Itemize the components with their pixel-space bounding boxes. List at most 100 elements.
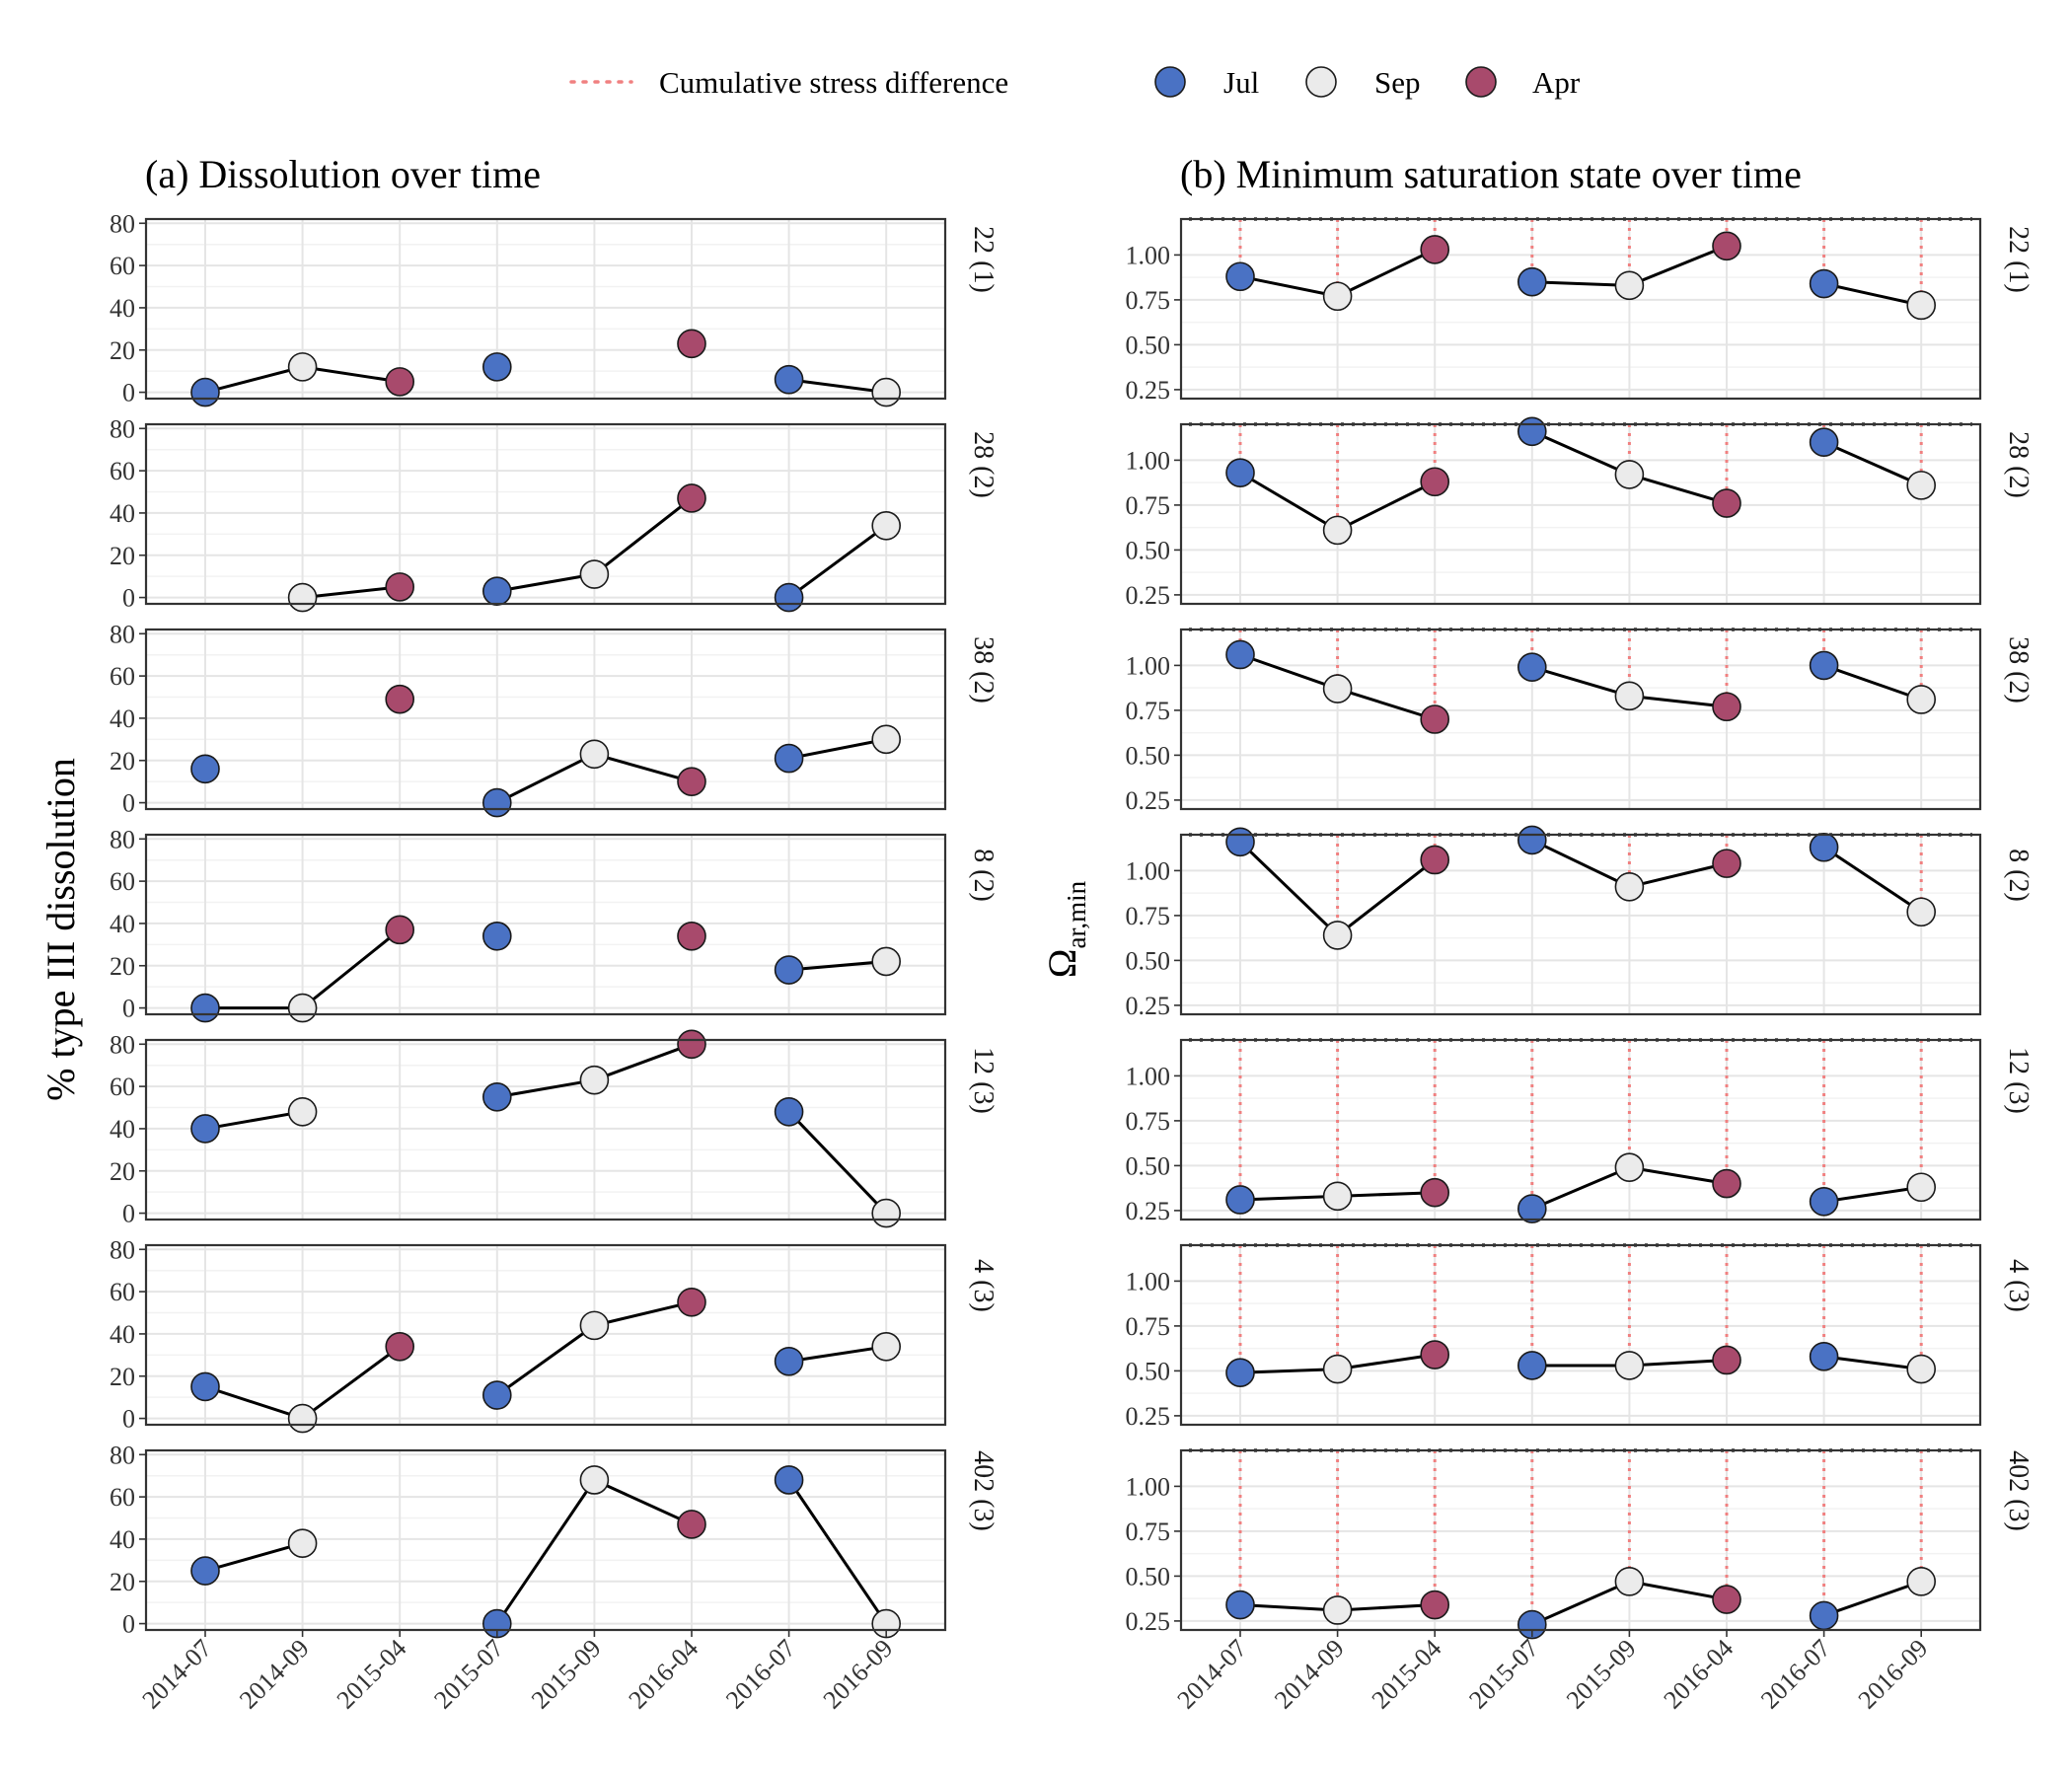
x-tick-label: 2014-09 — [234, 1634, 315, 1715]
data-point-jul — [774, 1465, 804, 1495]
panel-background — [1181, 219, 1980, 399]
series-line — [1822, 846, 1923, 914]
y-tick-label: 0 — [122, 584, 135, 613]
data-point-jul — [1809, 1187, 1839, 1217]
series-line — [496, 752, 596, 804]
y-tick-label: 0.75 — [1126, 286, 1171, 315]
data-point-jul — [190, 377, 220, 407]
y-tick-label: 0.25 — [1126, 1197, 1171, 1225]
facet-panel: 0 20 40 60 80 4 (3) — [110, 1235, 999, 1433]
facet-panel: 0.25 0.50 0.75 1.00 8 (2) — [1126, 825, 2034, 1020]
y-tick-label: 0.75 — [1126, 491, 1171, 520]
facet-strip-label: 4 (3) — [2003, 1259, 2034, 1312]
y-tick-label: 1.00 — [1126, 1267, 1171, 1295]
y-tick-label: 0.25 — [1126, 786, 1171, 815]
y-tick-label: 0 — [122, 1200, 135, 1228]
panel-background — [146, 1040, 945, 1220]
x-tick-label: 2016-04 — [623, 1634, 703, 1715]
data-point-jul — [774, 364, 804, 395]
data-point-apr — [385, 684, 415, 714]
y-tick-label: 40 — [110, 704, 135, 733]
data-point-sep — [1322, 1354, 1353, 1384]
facet-panel: 0 20 40 60 80 12 (3) — [110, 1029, 999, 1228]
data-point-jul — [1809, 1600, 1839, 1631]
data-point-sep — [871, 1331, 902, 1362]
series-line — [593, 1478, 693, 1526]
panel-border — [1179, 1448, 1982, 1632]
data-point-jul — [1517, 416, 1547, 447]
panel-background — [146, 1245, 945, 1425]
data-point-jul — [774, 955, 804, 985]
y-tick-label: 60 — [110, 1073, 135, 1101]
panel-border — [144, 628, 947, 811]
y-tick-label: 40 — [110, 1320, 135, 1349]
y-tick-label: 0.50 — [1126, 946, 1171, 975]
y-tick-label: 0 — [122, 1610, 135, 1639]
panel-background — [1181, 629, 1980, 809]
y-tick-label: 0.75 — [1126, 1312, 1171, 1341]
facet-panel: 0.25 0.50 0.75 1.00 22 (1) — [1126, 217, 2034, 405]
data-point-jul — [1225, 827, 1255, 857]
y-tick-label: 0.75 — [1126, 902, 1171, 930]
series-line — [204, 1541, 304, 1573]
data-point-jul — [1517, 652, 1547, 683]
y-tick-label: 0.50 — [1126, 1357, 1171, 1385]
series-line — [1628, 473, 1728, 505]
data-point-sep — [871, 377, 902, 407]
series-line — [788, 959, 887, 972]
panel-border — [144, 833, 947, 1016]
data-point-sep — [871, 510, 902, 541]
series-line — [788, 737, 887, 761]
facet-panel: 0.25 0.50 0.75 1.00 402 (3) — [1126, 1448, 2034, 1640]
y-tick-label: 80 — [110, 1030, 135, 1059]
series-line — [1239, 1603, 1338, 1612]
y-tick-label: 80 — [110, 825, 135, 853]
y-tick-label: 0.75 — [1126, 697, 1171, 725]
series-line — [1531, 665, 1630, 698]
data-point-jul — [774, 1346, 804, 1376]
data-point-apr — [1420, 1590, 1449, 1620]
y-tick-label: 0 — [122, 379, 135, 407]
data-point-sep — [1906, 290, 1936, 321]
x-tick-label: 2015-07 — [428, 1634, 509, 1715]
data-point-apr — [1420, 845, 1449, 875]
data-point-sep — [1614, 681, 1645, 711]
series-line — [1531, 839, 1631, 889]
data-point-apr — [385, 915, 415, 945]
series-line — [1337, 1353, 1436, 1371]
data-point-jul — [1225, 1590, 1255, 1620]
y-axis-title: % type III dissolution — [38, 758, 83, 1101]
series-line — [1823, 1355, 1922, 1371]
series-line — [787, 1110, 888, 1215]
data-point-jul — [481, 921, 512, 951]
legend-key-apr — [1465, 66, 1497, 98]
facet-panel: 0.25 0.50 0.75 1.00 38 (2) — [1126, 628, 2034, 815]
series-line — [1822, 440, 1922, 487]
y-tick-label: 80 — [110, 1441, 135, 1469]
series-line — [1239, 471, 1339, 532]
y-tick-label: 1.00 — [1126, 1062, 1171, 1090]
data-point-jul — [1809, 1342, 1839, 1371]
data-point-apr — [1712, 1345, 1741, 1375]
data-point-sep — [1906, 1567, 1936, 1596]
data-point-sep — [1614, 1152, 1645, 1183]
data-point-sep — [287, 582, 318, 613]
y-tick-label: 20 — [110, 1363, 135, 1391]
y-tick-label: 0.50 — [1126, 536, 1171, 564]
data-point-jul — [190, 1556, 220, 1586]
panel-background — [146, 1450, 945, 1630]
y-tick-label: 1.00 — [1126, 856, 1171, 885]
data-point-jul — [481, 787, 512, 818]
y-tick-label: 60 — [110, 867, 135, 896]
facet-strip-label: 38 (2) — [968, 636, 999, 703]
series-line — [1823, 1580, 1922, 1617]
panel-border — [1179, 1038, 1982, 1221]
series-line — [1823, 663, 1922, 702]
x-tick-label: 2014-07 — [1171, 1634, 1252, 1715]
y-tick-label: 20 — [110, 747, 135, 776]
data-point-jul — [1517, 825, 1547, 855]
panel-background — [1181, 1245, 1980, 1425]
y-tick-label: 40 — [110, 910, 135, 938]
data-point-sep — [1906, 897, 1936, 927]
data-point-sep — [871, 724, 902, 755]
